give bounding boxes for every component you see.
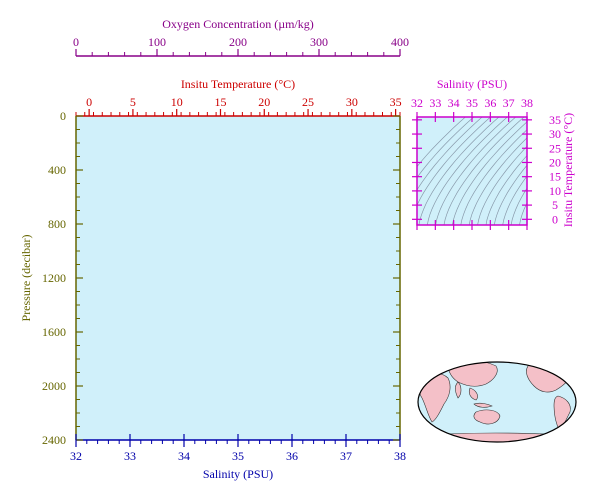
land-india bbox=[455, 381, 462, 399]
tick-label: 10 bbox=[171, 95, 183, 109]
ts-tick-label: 36 bbox=[484, 96, 496, 110]
temperature-ticks: 0 5 10 15 20 25 30 35 bbox=[75, 95, 402, 116]
salinity-ticks: 32 33 34 35 36 37 38 bbox=[70, 434, 406, 463]
land-indonesia bbox=[473, 402, 493, 408]
ts-contour bbox=[435, 117, 516, 225]
ts-salinity-axis-label: Salinity (PSU) bbox=[437, 77, 507, 91]
ts-tick-label: 30 bbox=[549, 127, 561, 141]
tick-label: 35 bbox=[232, 449, 244, 463]
oxygen-axis-label: Oxygen Concentration (µm/kg) bbox=[162, 17, 314, 31]
tick-label: 32 bbox=[70, 449, 82, 463]
oxygen-ticks: 0 100 200 300 400 bbox=[73, 35, 409, 56]
salinity-axis-label: Salinity (PSU) bbox=[203, 467, 273, 481]
ts-contour bbox=[426, 117, 508, 225]
tick-label: 1200 bbox=[42, 271, 66, 285]
tick-label: 38 bbox=[394, 449, 406, 463]
ts-contour bbox=[468, 137, 527, 225]
world-map bbox=[417, 361, 577, 443]
tick-label: 100 bbox=[148, 35, 166, 49]
ts-contour bbox=[417, 117, 483, 191]
ts-tick-label: 33 bbox=[429, 96, 441, 110]
tick-label: 35 bbox=[390, 95, 402, 109]
tick-label: 30 bbox=[346, 95, 358, 109]
ts-density-contours bbox=[417, 117, 527, 225]
ts-contour bbox=[477, 145, 527, 225]
tick-label: 2400 bbox=[42, 433, 66, 447]
ts-tick-label: 37 bbox=[503, 96, 515, 110]
tick-label: 1600 bbox=[42, 325, 66, 339]
main-plot-area bbox=[76, 116, 400, 440]
ts-contour bbox=[519, 202, 527, 225]
land-africa bbox=[418, 373, 451, 423]
pressure-axis-label: Pressure (decibar) bbox=[19, 235, 33, 322]
tick-label: 15 bbox=[214, 95, 226, 109]
tick-label: 33 bbox=[124, 449, 136, 463]
ts-contour bbox=[502, 175, 527, 225]
tick-label: 2000 bbox=[42, 379, 66, 393]
tick-label: 400 bbox=[48, 163, 66, 177]
tick-label: 5 bbox=[130, 95, 136, 109]
land-antarctica bbox=[419, 432, 576, 442]
ts-contour bbox=[443, 117, 525, 225]
tick-label: 36 bbox=[286, 449, 298, 463]
tick-label: 200 bbox=[229, 35, 247, 49]
tick-label: 0 bbox=[60, 109, 66, 123]
ts-tick-label: 15 bbox=[549, 170, 561, 184]
ts-tick-label: 32 bbox=[411, 96, 423, 110]
land-se-asia bbox=[468, 387, 478, 401]
temperature-axis: Insitu Temperature (°C) bbox=[76, 77, 400, 117]
land-australia bbox=[473, 409, 501, 425]
tick-label: 0 bbox=[86, 95, 92, 109]
tick-label: 34 bbox=[178, 449, 190, 463]
temperature-axis-label: Insitu Temperature (°C) bbox=[181, 77, 295, 91]
ts-contour bbox=[452, 121, 527, 225]
ts-contour bbox=[460, 129, 527, 225]
ts-tick-label: 10 bbox=[549, 184, 561, 198]
ts-tick-label: 35 bbox=[549, 113, 561, 127]
ts-tick-label: 25 bbox=[549, 141, 561, 155]
ts-contour bbox=[510, 187, 527, 225]
ts-tick-label: 35 bbox=[466, 96, 478, 110]
ts-tick-label: 5 bbox=[552, 198, 558, 212]
ts-tick-label: 0 bbox=[552, 212, 558, 226]
ts-contour bbox=[485, 154, 527, 225]
ts-contour bbox=[493, 164, 527, 225]
tick-label: 25 bbox=[302, 95, 314, 109]
ts-contour bbox=[418, 117, 500, 225]
pressure-ticks: 0 400 800 1200 1600 2000 2400 bbox=[42, 109, 400, 447]
tick-label: 300 bbox=[310, 35, 328, 49]
tick-label: 800 bbox=[48, 217, 66, 231]
tick-label: 20 bbox=[258, 95, 270, 109]
ts-tick-label: 38 bbox=[521, 96, 533, 110]
tick-label: 400 bbox=[391, 35, 409, 49]
ts-contour bbox=[417, 117, 475, 179]
map-outline bbox=[417, 361, 577, 443]
tick-label: 0 bbox=[73, 35, 79, 49]
ts-temperature-axis-label: Insitu Temperature (°C) bbox=[561, 113, 575, 227]
tick-label: 37 bbox=[340, 449, 352, 463]
ts-tick-label: 34 bbox=[448, 96, 460, 110]
ts-contour bbox=[417, 117, 491, 207]
ts-contour bbox=[417, 117, 466, 168]
ts-tick-label: 20 bbox=[549, 155, 561, 169]
